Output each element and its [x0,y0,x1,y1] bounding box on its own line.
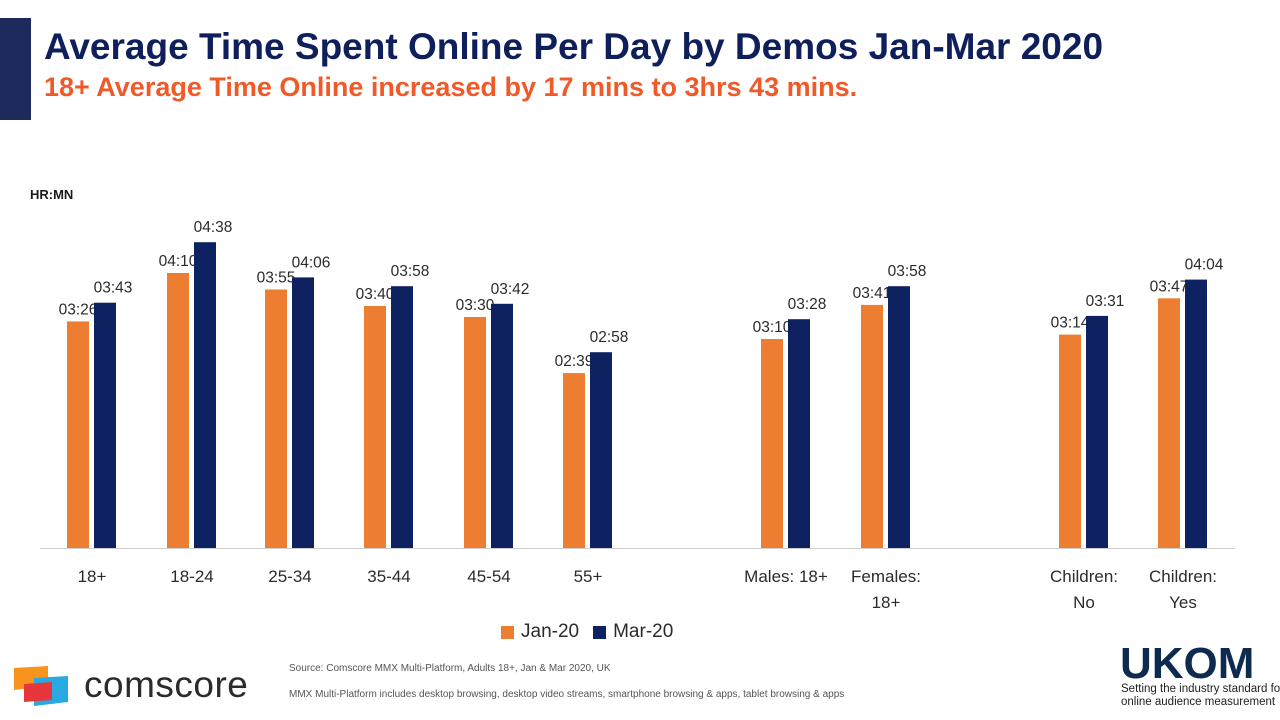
ukom-tagline-line2: online audience measurement [1121,696,1276,708]
value-label-jan: 02:39 [555,353,594,370]
category-label: 45-54 [467,567,510,586]
category-label: 25-34 [268,567,311,586]
value-label-mar: 03:31 [1086,293,1125,310]
category-label: 18+ [872,593,901,612]
bar-mar [1086,315,1108,548]
value-label-jan: 03:14 [1051,315,1090,332]
value-label-mar: 03:58 [888,263,927,280]
bar-mar [788,319,810,548]
page-title: Average Time Spent Online Per Day by Dem… [44,26,1104,67]
ukom-tagline: Setting the industry standard for online… [1121,683,1280,709]
category-label: Males: 18+ [744,567,828,586]
bar-mar [94,302,116,548]
bar-jan [563,373,585,548]
legend-item-mar: Mar-20 [593,621,673,643]
value-label-mar: 04:06 [292,254,331,271]
value-label-jan: 03:40 [356,286,395,303]
category-label: Children: [1149,567,1217,586]
bar-mar [391,286,413,548]
bar-mar [888,286,910,548]
bar-mar [194,242,216,548]
bar-jan [67,321,89,548]
legend-swatch-mar [593,625,607,639]
value-label-jan: 04:10 [159,253,198,270]
bar-jan [167,273,189,548]
platform-note: MMX Multi-Platform includes desktop brow… [289,689,845,700]
value-label-jan: 03:47 [1150,278,1189,295]
value-label-mar: 04:04 [1185,257,1224,274]
legend-swatch-jan [501,625,514,639]
legend-label-jan: Jan-20 [521,621,580,642]
value-label-jan: 03:10 [753,319,792,336]
ukom-wordmark: UKOM [1120,642,1254,682]
bar-jan [761,339,783,548]
category-label: 18-24 [170,567,213,586]
legend-item-jan: Jan-20 [501,621,579,643]
bar-mar [292,277,314,548]
category-label: 35-44 [367,567,410,586]
value-label-jan: 03:26 [59,301,98,318]
category-label: Children: [1050,567,1118,586]
category-label: 55+ [574,567,603,586]
ukom-logo: UKOM [1120,642,1254,682]
value-label-mar: 02:58 [590,329,629,346]
ukom-tagline-line1: Setting the industry standard for [1121,683,1280,695]
bar-mar [1185,279,1207,548]
comscore-wordmark: comscore [84,664,249,705]
legend-label-mar: Mar-20 [613,621,674,642]
bar-jan [861,304,883,548]
value-label-jan: 03:41 [853,285,892,302]
page-subtitle: 18+ Average Time Online increased by 17 … [44,72,858,102]
bar-jan [265,289,287,548]
category-label: Yes [1169,593,1197,612]
bar-jan [364,306,386,548]
category-label: Females: [851,567,921,586]
bar-mar [491,303,513,548]
value-label-mar: 03:28 [788,296,827,313]
value-label-jan: 03:30 [456,297,495,314]
bar-jan [464,317,486,548]
source-note: Source: Comscore MMX Multi-Platform, Adu… [289,663,611,674]
value-label-mar: 03:58 [391,263,430,280]
value-label-jan: 03:55 [257,270,296,287]
bar-jan [1158,298,1180,548]
bar-jan [1059,334,1081,548]
category-label: No [1073,593,1095,612]
value-label-mar: 03:42 [491,281,530,298]
unit-label: HR:MN [30,187,74,202]
chart-legend: Jan-20 Mar-20 [501,621,687,643]
comscore-logo-icon [14,666,68,706]
category-label: 18+ [78,567,107,586]
value-label-mar: 04:38 [194,219,233,236]
value-label-mar: 03:43 [94,280,133,297]
bar-mar [590,352,612,548]
accent-bar [0,18,31,120]
